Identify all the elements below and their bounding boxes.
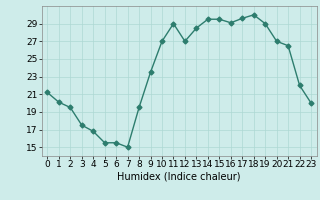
X-axis label: Humidex (Indice chaleur): Humidex (Indice chaleur) (117, 172, 241, 182)
